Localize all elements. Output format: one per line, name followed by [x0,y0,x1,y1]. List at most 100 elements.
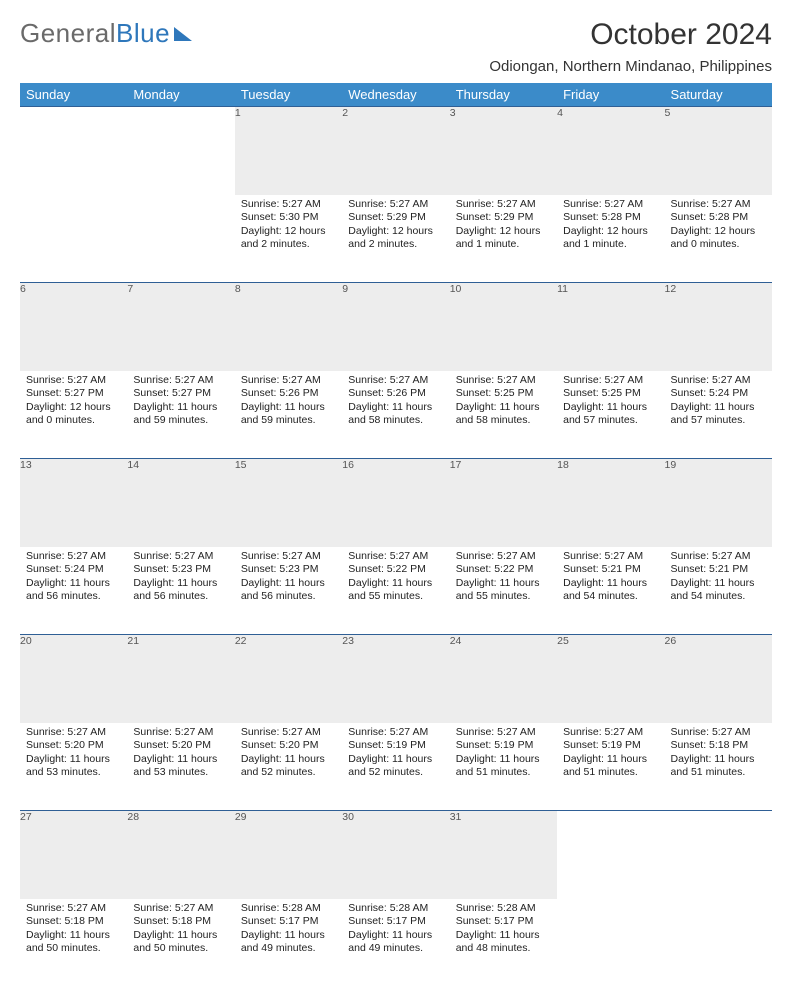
day-number-cell: 12 [665,283,772,371]
sunset-text: Sunset: 5:29 PM [348,211,443,225]
daylight-text: Daylight: 11 hours and 56 minutes. [241,577,336,604]
day-header: Tuesday [235,83,342,107]
brand-logo: GeneralBlue [20,18,192,49]
week-daynum-row: 12345 [20,107,772,195]
day-number-cell: 5 [665,107,772,195]
day-body-cell: Sunrise: 5:27 AMSunset: 5:18 PMDaylight:… [20,899,127,987]
day-body-cell: Sunrise: 5:27 AMSunset: 5:21 PMDaylight:… [557,547,664,635]
day-number-cell: 27 [20,811,127,899]
title-block: October 2024 Odiongan, Northern Mindanao… [489,18,772,75]
day-body-cell: Sunrise: 5:27 AMSunset: 5:29 PMDaylight:… [450,195,557,283]
sunset-text: Sunset: 5:28 PM [671,211,766,225]
day-body-cell: Sunrise: 5:27 AMSunset: 5:25 PMDaylight:… [557,371,664,459]
sunset-text: Sunset: 5:25 PM [563,387,658,401]
day-number-cell [127,107,234,195]
daylight-text: Daylight: 11 hours and 57 minutes. [671,401,766,428]
sunrise-text: Sunrise: 5:27 AM [133,726,228,740]
day-body-cell: Sunrise: 5:27 AMSunset: 5:26 PMDaylight:… [342,371,449,459]
day-number-cell: 17 [450,459,557,547]
day-number-cell: 30 [342,811,449,899]
month-title: October 2024 [489,18,772,52]
day-number-cell: 7 [127,283,234,371]
calendar-head: SundayMondayTuesdayWednesdayThursdayFrid… [20,83,772,107]
day-body-cell: Sunrise: 5:27 AMSunset: 5:23 PMDaylight:… [127,547,234,635]
day-number-cell: 6 [20,283,127,371]
sunrise-text: Sunrise: 5:27 AM [133,374,228,388]
day-number-cell: 20 [20,635,127,723]
week-daynum-row: 13141516171819 [20,459,772,547]
week-body-row: Sunrise: 5:27 AMSunset: 5:20 PMDaylight:… [20,723,772,811]
daylight-text: Daylight: 11 hours and 49 minutes. [241,929,336,956]
day-number-cell: 4 [557,107,664,195]
daylight-text: Daylight: 12 hours and 1 minute. [563,225,658,252]
daylight-text: Daylight: 12 hours and 2 minutes. [241,225,336,252]
sunset-text: Sunset: 5:26 PM [241,387,336,401]
sunrise-text: Sunrise: 5:28 AM [348,902,443,916]
day-body-cell: Sunrise: 5:28 AMSunset: 5:17 PMDaylight:… [450,899,557,987]
sunset-text: Sunset: 5:30 PM [241,211,336,225]
day-body-cell: Sunrise: 5:27 AMSunset: 5:24 PMDaylight:… [20,547,127,635]
day-number-cell: 25 [557,635,664,723]
sunset-text: Sunset: 5:20 PM [26,739,121,753]
day-header: Wednesday [342,83,449,107]
brand-part2: Blue [116,18,170,49]
sunrise-text: Sunrise: 5:27 AM [456,374,551,388]
sunset-text: Sunset: 5:20 PM [241,739,336,753]
day-header: Sunday [20,83,127,107]
sunrise-text: Sunrise: 5:28 AM [241,902,336,916]
daylight-text: Daylight: 12 hours and 2 minutes. [348,225,443,252]
day-number-cell [557,811,664,899]
sunrise-text: Sunrise: 5:27 AM [348,198,443,212]
day-number-cell: 14 [127,459,234,547]
sunset-text: Sunset: 5:18 PM [671,739,766,753]
day-body-cell: Sunrise: 5:27 AMSunset: 5:27 PMDaylight:… [20,371,127,459]
calendar-body: 12345Sunrise: 5:27 AMSunset: 5:30 PMDayl… [20,107,772,987]
daylight-text: Daylight: 12 hours and 0 minutes. [26,401,121,428]
day-number-cell: 13 [20,459,127,547]
sunrise-text: Sunrise: 5:27 AM [563,198,658,212]
daylight-text: Daylight: 11 hours and 59 minutes. [133,401,228,428]
sunset-text: Sunset: 5:19 PM [563,739,658,753]
sunrise-text: Sunrise: 5:27 AM [133,550,228,564]
daylight-text: Daylight: 11 hours and 52 minutes. [241,753,336,780]
sunrise-text: Sunrise: 5:27 AM [671,550,766,564]
sunrise-text: Sunrise: 5:27 AM [456,726,551,740]
daylight-text: Daylight: 11 hours and 50 minutes. [133,929,228,956]
sunset-text: Sunset: 5:21 PM [671,563,766,577]
sunrise-text: Sunrise: 5:27 AM [241,726,336,740]
day-number-cell: 10 [450,283,557,371]
day-number-cell: 2 [342,107,449,195]
daylight-text: Daylight: 12 hours and 1 minute. [456,225,551,252]
day-body-cell: Sunrise: 5:27 AMSunset: 5:25 PMDaylight:… [450,371,557,459]
sunrise-text: Sunrise: 5:27 AM [26,902,121,916]
day-number-cell: 15 [235,459,342,547]
daylight-text: Daylight: 11 hours and 55 minutes. [348,577,443,604]
sunset-text: Sunset: 5:17 PM [241,915,336,929]
day-number-cell: 9 [342,283,449,371]
sunrise-text: Sunrise: 5:27 AM [563,374,658,388]
sunset-text: Sunset: 5:24 PM [26,563,121,577]
sunset-text: Sunset: 5:24 PM [671,387,766,401]
brand-part1: General [20,18,116,49]
sunrise-text: Sunrise: 5:27 AM [348,726,443,740]
day-number-cell: 21 [127,635,234,723]
week-body-row: Sunrise: 5:27 AMSunset: 5:24 PMDaylight:… [20,547,772,635]
day-body-cell [557,899,664,987]
day-body-cell: Sunrise: 5:27 AMSunset: 5:19 PMDaylight:… [450,723,557,811]
sunrise-text: Sunrise: 5:27 AM [563,550,658,564]
day-body-cell: Sunrise: 5:27 AMSunset: 5:30 PMDaylight:… [235,195,342,283]
sunrise-text: Sunrise: 5:28 AM [456,902,551,916]
day-body-cell: Sunrise: 5:27 AMSunset: 5:19 PMDaylight:… [557,723,664,811]
day-body-cell: Sunrise: 5:27 AMSunset: 5:26 PMDaylight:… [235,371,342,459]
sunset-text: Sunset: 5:18 PM [26,915,121,929]
daylight-text: Daylight: 11 hours and 52 minutes. [348,753,443,780]
sunrise-text: Sunrise: 5:27 AM [241,374,336,388]
daylight-text: Daylight: 11 hours and 56 minutes. [26,577,121,604]
day-number-cell: 23 [342,635,449,723]
day-body-cell: Sunrise: 5:27 AMSunset: 5:27 PMDaylight:… [127,371,234,459]
sunrise-text: Sunrise: 5:27 AM [26,550,121,564]
day-number-cell [665,811,772,899]
day-header: Saturday [665,83,772,107]
week-body-row: Sunrise: 5:27 AMSunset: 5:30 PMDaylight:… [20,195,772,283]
day-body-cell: Sunrise: 5:27 AMSunset: 5:28 PMDaylight:… [665,195,772,283]
